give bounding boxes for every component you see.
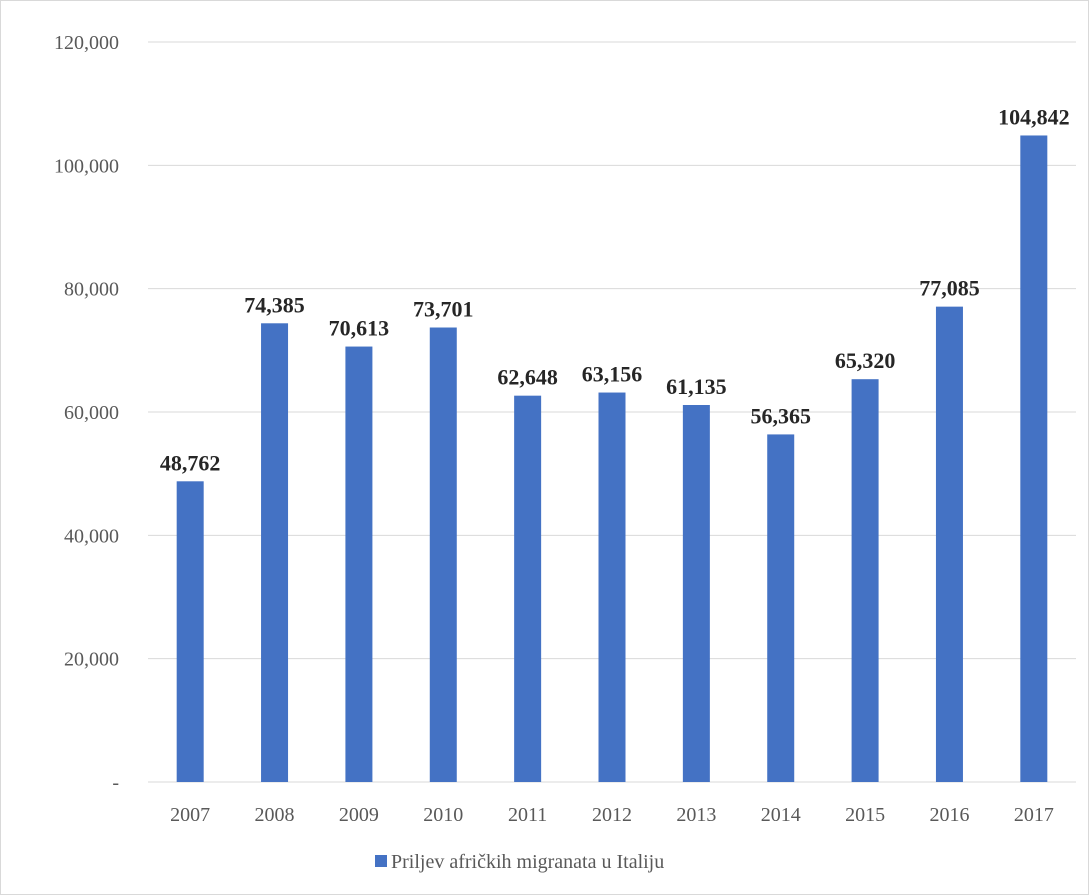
data-label-2008: 74,385	[244, 292, 305, 317]
y-tick-label: 80,000	[64, 279, 119, 301]
x-tick-label-2007: 2007	[170, 804, 210, 826]
y-tick-label: 100,000	[54, 155, 119, 177]
bar-2007	[176, 481, 204, 782]
bar-2012	[598, 392, 626, 782]
bar-2013	[682, 405, 710, 782]
data-label-2014: 56,365	[750, 403, 811, 428]
legend-label: Priljev afričkih migranata u Italiju	[391, 851, 664, 873]
x-tick-label-2017: 2017	[1014, 804, 1054, 826]
y-tick-label: 120,000	[54, 32, 119, 54]
y-tick-label: 20,000	[64, 649, 119, 671]
data-label-2013: 61,135	[666, 374, 727, 399]
x-tick-label-2014: 2014	[761, 804, 801, 826]
bar-2009	[345, 346, 373, 782]
legend: Priljev afričkih migranata u Italiju	[375, 851, 664, 873]
x-tick-label-2011: 2011	[508, 804, 547, 826]
data-label-2007: 48,762	[160, 450, 221, 475]
data-label-2017: 104,842	[998, 104, 1070, 129]
bar-2014	[767, 434, 795, 782]
x-axis-tick-labels: 2007 2008 2009 2010 2011 2012 2013 2014 2015 2016…	[170, 804, 1054, 826]
bar-2017	[1020, 135, 1048, 782]
bars	[176, 135, 1048, 782]
y-tick-label: -	[112, 772, 119, 794]
x-tick-label-2016: 2016	[929, 804, 969, 826]
data-labels: 48,762 74,385 70,613 73,701 62,648 63,156 61,1…	[160, 104, 1070, 475]
x-tick-label-2010: 2010	[423, 804, 463, 826]
y-axis-tick-labels: - 20,000 40,000 60,000 80,000 100,000 120,000	[54, 32, 119, 794]
bar-2010	[429, 327, 457, 782]
bar-2008	[261, 323, 289, 782]
x-tick-label-2012: 2012	[592, 804, 632, 826]
x-tick-label-2015: 2015	[845, 804, 885, 826]
x-tick-label-2008: 2008	[255, 804, 295, 826]
data-label-2011: 62,648	[497, 365, 558, 390]
data-label-2016: 77,085	[919, 276, 980, 301]
legend-swatch	[375, 855, 387, 867]
x-tick-label-2013: 2013	[676, 804, 716, 826]
data-label-2015: 65,320	[835, 348, 896, 373]
y-tick-label: 40,000	[64, 525, 119, 547]
y-tick-label: 60,000	[64, 402, 119, 424]
data-label-2009: 70,613	[329, 316, 390, 341]
x-tick-label-2009: 2009	[339, 804, 379, 826]
data-label-2012: 63,156	[582, 362, 643, 387]
bar-2011	[514, 395, 542, 782]
bar-2016	[935, 306, 963, 782]
bar-2015	[851, 379, 879, 782]
data-label-2010: 73,701	[413, 297, 474, 322]
